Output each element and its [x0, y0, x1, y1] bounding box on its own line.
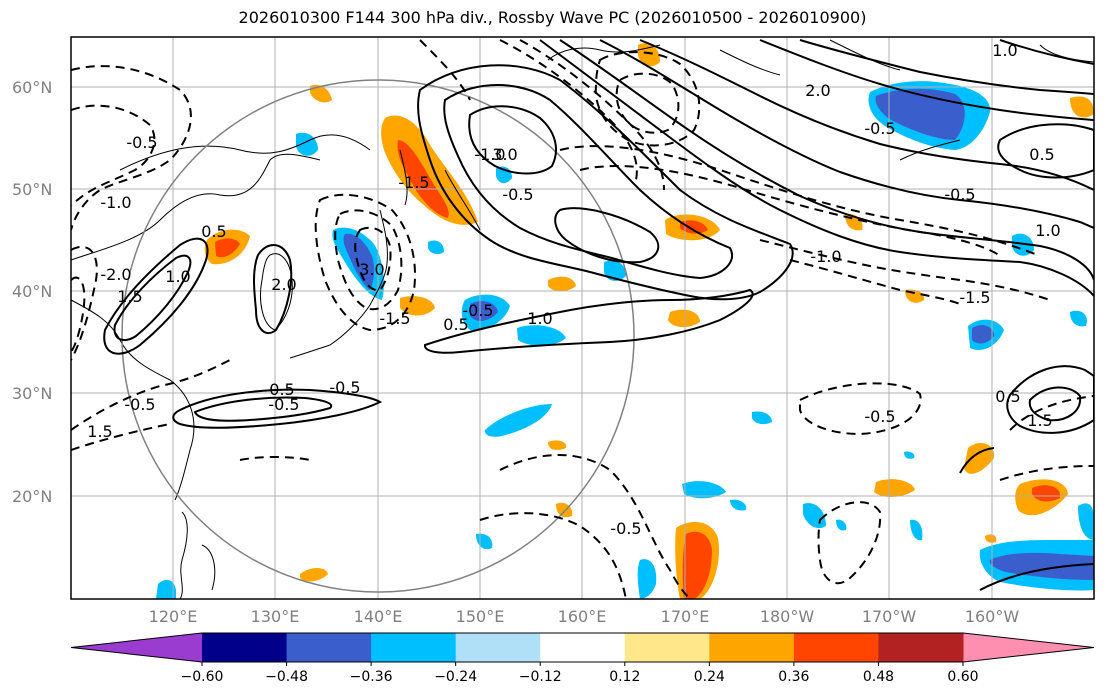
map-frame	[70, 36, 1095, 600]
colorbar-tick-label: −0.24	[434, 669, 477, 685]
contour-label: -1.0	[100, 193, 131, 212]
colorbar-tick-label: 0.36	[778, 669, 809, 685]
colorbar-tick-label: −0.48	[265, 669, 308, 685]
lon-label: 130°E	[251, 607, 300, 626]
contour-label: 2.0	[271, 275, 296, 294]
contour-label: -1.5	[379, 309, 410, 328]
contour-label: 1.0	[1035, 221, 1060, 240]
lon-label: 170°E	[661, 607, 710, 626]
colorbar-segment	[371, 633, 457, 662]
lon-label: 150°E	[456, 607, 505, 626]
chart-title: 2026010300 F144 300 hPa div., Rossby Wav…	[238, 8, 867, 27]
graticule	[71, 37, 1094, 599]
colorbar-segment	[624, 633, 710, 662]
contour-label: -0.5	[864, 119, 895, 138]
lon-label: 180°W	[760, 607, 815, 626]
lat-label: 60°N	[12, 78, 52, 97]
contour-label: 3.0	[359, 260, 384, 279]
contour-label: 1.5	[1027, 411, 1052, 430]
latitude-labels: 60°N 50°N 40°N 30°N 20°N	[12, 78, 52, 506]
contour-label: -1.0	[474, 145, 505, 164]
contour-label: 1.5	[87, 422, 112, 441]
contours-negative	[71, 39, 1094, 599]
colorbar-segment	[540, 633, 626, 662]
contour-label: -0.5	[502, 185, 533, 204]
lon-label: 160°E	[558, 607, 607, 626]
colorbar-extend-high	[963, 633, 1094, 662]
contour-label: 2.0	[805, 81, 830, 100]
colorbar-tick-label: 0.60	[947, 669, 978, 685]
colorbar-segment	[878, 633, 964, 662]
contour-label: -0.5	[126, 133, 157, 152]
colorbar-tick-label: 0.24	[694, 669, 725, 685]
contour-label: -0.5	[329, 378, 360, 397]
lon-label: 170°W	[862, 607, 917, 626]
colorbar-tick-label: −0.36	[350, 669, 393, 685]
contour-label: -0.5	[610, 519, 641, 538]
colorbar-segment	[286, 633, 372, 662]
colorbar-tick-label: 0.48	[863, 669, 894, 685]
colorbar-tick-label: −0.12	[519, 669, 562, 685]
contour-label: 1.5	[117, 287, 142, 306]
lat-label: 30°N	[12, 384, 52, 403]
contour-label: 0.5	[269, 380, 294, 399]
colorbar: −0.60 −0.48 −0.36 −0.24 −0.12 0.12 0.24 0.36 0.4…	[70, 632, 1095, 685]
lat-label: 20°N	[12, 487, 52, 506]
contour-label: -0.5	[944, 185, 975, 204]
colorbar-tick-label: 0.12	[609, 669, 640, 685]
reference-circle	[121, 79, 635, 593]
contour-label: -0.5	[462, 301, 493, 320]
contour-label: -0.5	[124, 395, 155, 414]
contour-label: 1.0	[992, 41, 1017, 60]
colorbar-segment	[793, 633, 879, 662]
contour-label: 1.0	[165, 267, 190, 286]
contour-label: 0.5	[443, 315, 468, 334]
contour-label: 0.5	[995, 387, 1020, 406]
contour-label: -0.5	[268, 395, 299, 414]
contour-label: 1.0	[527, 309, 552, 328]
contour-label: -1.0	[810, 247, 841, 266]
lat-label: 40°N	[12, 282, 52, 301]
lat-label: 50°N	[12, 180, 52, 199]
colorbar-extend-low	[71, 633, 202, 662]
colorbar-segment	[202, 633, 288, 662]
contour-label: -1.5	[398, 173, 429, 192]
contours-positive	[103, 39, 1094, 591]
contour-label: 3.0	[492, 145, 517, 164]
longitude-labels: 120°E 130°E 140°E 150°E 160°E 170°E 180°…	[149, 607, 1020, 626]
contour-label: 0.5	[1029, 145, 1054, 164]
lon-label: 120°E	[149, 607, 198, 626]
lon-label: 140°E	[354, 607, 403, 626]
lon-label: 160°W	[965, 607, 1020, 626]
colorbar-segment	[709, 633, 795, 662]
contour-label: -0.5	[864, 407, 895, 426]
contour-label: -1.5	[959, 288, 990, 307]
contour-labels: -0.5 -1.0 0.5 1.0 1.5 -2.0 2.0 3.0 -1.5 -0.5 -1.0 -…	[87, 41, 1060, 538]
contour-label: -2.0	[100, 265, 131, 284]
colorbar-segment	[455, 633, 541, 662]
colorbar-tick-label: −0.60	[181, 669, 224, 685]
contour-label: 0.5	[201, 222, 226, 241]
